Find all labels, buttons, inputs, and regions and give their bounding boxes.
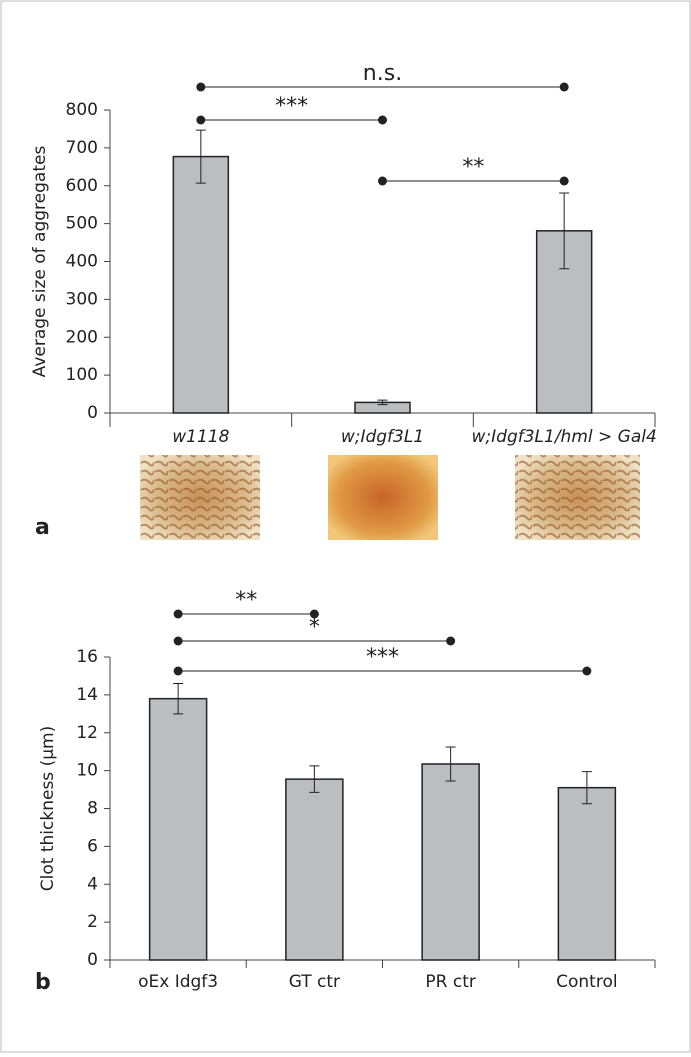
y-tick-label: 0 — [87, 403, 98, 423]
panel-label: a — [35, 515, 50, 540]
y-tick-label: 2 — [87, 912, 98, 932]
bar — [148, 697, 208, 961]
y-tick-label: 4 — [87, 874, 98, 894]
significance-dot — [582, 666, 592, 676]
x-tick-label: w1118 — [172, 427, 229, 447]
error-bar — [173, 683, 184, 715]
y-tick-label: 200 — [66, 327, 98, 347]
x-tick-label: oEx Idgf3 — [138, 972, 218, 992]
significance-dot — [378, 115, 387, 125]
significance-dot — [309, 609, 319, 619]
y-tick-label: 0 — [87, 950, 98, 970]
significance-label: *** — [366, 645, 399, 670]
y-tick-label: 300 — [66, 289, 98, 309]
y-axis-label: Average size of aggregates — [30, 146, 50, 378]
significance-dot — [196, 115, 206, 125]
error-bar — [581, 771, 592, 805]
significance-dot — [173, 666, 183, 676]
bar — [421, 763, 480, 961]
y-tick-label: 8 — [87, 799, 98, 819]
y-tick-label: 6 — [87, 836, 98, 856]
x-tick-label: PR ctr — [425, 972, 475, 992]
panel-label: b — [35, 970, 51, 995]
bar — [172, 155, 230, 414]
y-tick-label: 400 — [66, 252, 98, 272]
error-bar — [309, 765, 320, 793]
x-tick-label: Control — [556, 972, 617, 992]
significance-dot — [559, 176, 569, 186]
significance-label: ** — [235, 588, 257, 613]
error-bar — [195, 129, 206, 184]
significance-dot — [173, 636, 183, 646]
significance-label: *** — [275, 94, 308, 119]
y-tick-label: 700 — [66, 138, 98, 158]
significance-label: * — [309, 615, 320, 640]
bar — [557, 786, 617, 961]
significance-label: n.s. — [363, 61, 402, 86]
y-tick-label: 500 — [66, 214, 98, 234]
y-tick-label: 600 — [66, 176, 98, 196]
bar — [285, 778, 344, 961]
y-tick-label: 800 — [66, 100, 98, 120]
significance-dot — [446, 636, 456, 646]
error-bar — [377, 399, 388, 406]
significance-dot — [559, 82, 569, 92]
significance-dot — [196, 82, 206, 92]
significance-dot — [173, 609, 183, 619]
error-bar — [559, 192, 570, 270]
y-tick-label: 10 — [76, 761, 98, 781]
x-tick-label: w;Idgf3L1/hml > Gal4 — [472, 427, 657, 447]
y-tick-label: 12 — [76, 723, 98, 743]
y-tick-label: 16 — [76, 647, 98, 667]
significance-label: ** — [462, 155, 484, 180]
significance-dot — [378, 176, 387, 186]
x-tick-label: w;Idgf3L1 — [341, 427, 424, 447]
y-axis-label: Clot thickness (µm) — [38, 726, 58, 891]
x-tick-label: GT ctr — [289, 972, 340, 992]
sample-images — [140, 455, 640, 540]
y-tick-label: 100 — [66, 365, 98, 385]
error-bar — [445, 746, 456, 782]
y-tick-label: 14 — [76, 685, 98, 705]
